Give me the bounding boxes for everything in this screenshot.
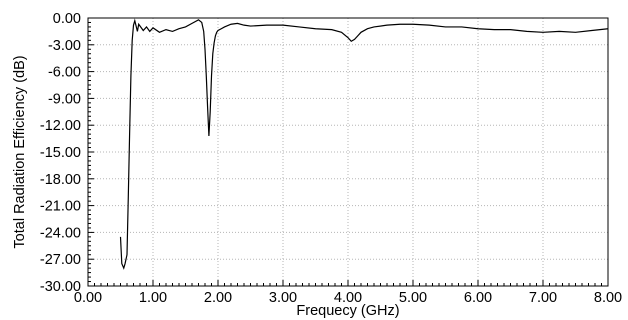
y-tick-label: -24.00 [40, 225, 81, 241]
x-tick-label: 6.00 [464, 290, 492, 306]
y-tick-label: -21.00 [40, 199, 81, 215]
grid [87, 17, 609, 287]
x-tick-label: 5.00 [399, 290, 427, 306]
y-tick-label: -9.00 [48, 91, 81, 107]
x-tick-label: 0.00 [74, 290, 102, 306]
y-tick-labels: 0.00 -3.00 -6.00 -9.00 -12.00 -15.00 -18.00 -21… [40, 11, 81, 295]
x-tick-label: 1.00 [139, 290, 167, 306]
axis-ticks [87, 17, 609, 287]
efficiency-series-line [119, 18, 609, 270]
x-tick-label: 8.00 [594, 290, 622, 306]
x-tick-label: 7.00 [529, 290, 557, 306]
x-tick-label: 4.00 [334, 290, 362, 306]
y-tick-label: 0.00 [53, 11, 81, 27]
y-tick-label: -15.00 [40, 145, 81, 161]
x-axis-title: Frequecy (GHz) [296, 303, 399, 319]
y-tick-label: -18.00 [40, 172, 81, 188]
y-tick-label: -6.00 [48, 65, 81, 81]
y-tick-label: -12.00 [40, 118, 81, 134]
y-tick-label: -27.00 [40, 252, 81, 268]
x-tick-label: 3.00 [269, 290, 297, 306]
y-tick-label: -30.00 [40, 279, 81, 295]
y-axis-title: Total Radiation Efficiency (dB) [12, 55, 28, 248]
x-tick-labels: 0.00 1.00 2.00 3.00 4.00 5.00 6.00 7.00 8.00 [74, 290, 622, 306]
y-tick-label: -3.00 [48, 38, 81, 54]
x-tick-label: 2.00 [204, 290, 232, 306]
